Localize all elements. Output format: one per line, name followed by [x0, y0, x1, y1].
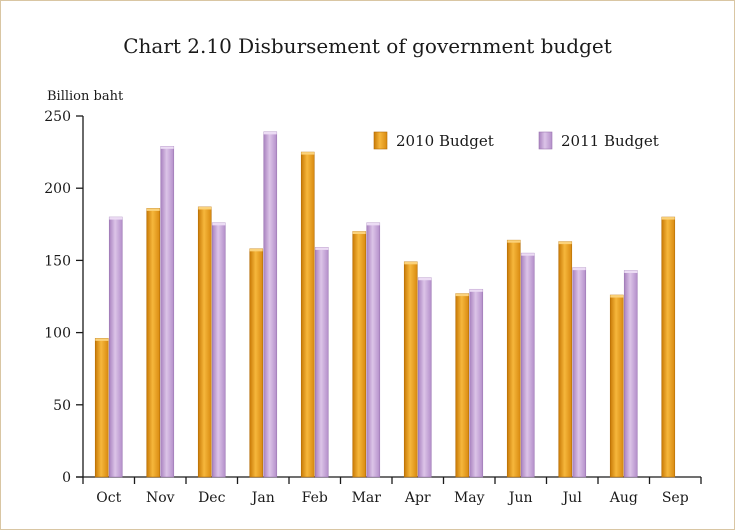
bar-top-highlight: [469, 289, 483, 292]
bar-top-highlight: [624, 270, 638, 274]
legend-label-2: 2011 Budget: [561, 132, 659, 150]
x-tick-label: Jul: [561, 490, 583, 506]
bar-top-highlight: [610, 295, 624, 298]
bar-series-2: [366, 222, 381, 478]
bar-series-2: [108, 216, 123, 478]
bar-top-highlight: [95, 338, 109, 341]
bar-top-highlight: [572, 267, 586, 271]
bar-series-2: [211, 222, 226, 478]
bar-series-1: [249, 248, 264, 478]
x-tick-label: Sep: [662, 490, 689, 506]
bar-top-highlight: [198, 206, 212, 210]
x-tick-label: Nov: [146, 490, 175, 506]
bar-top-highlight: [521, 253, 535, 256]
bar-series-1: [558, 241, 573, 478]
bar-series-2: [314, 247, 329, 478]
bar-series-1: [506, 239, 521, 478]
bar-top-highlight: [109, 217, 123, 220]
bar-series-2: [469, 288, 484, 478]
bar-series-2: [160, 146, 175, 478]
bar-top-highlight: [352, 231, 366, 235]
x-tick-label: Aug: [609, 490, 638, 506]
bar-series-1: [609, 294, 624, 478]
legend-swatch-2: [538, 131, 553, 150]
bar-top-highlight: [455, 293, 469, 297]
bar-top-highlight: [315, 247, 329, 250]
bar-series-2: [572, 267, 587, 478]
bar-series-2: [417, 277, 432, 478]
legend-label-1: 2010 Budget: [396, 132, 494, 150]
bar-top-highlight: [146, 208, 160, 211]
bar-top-highlight: [404, 261, 418, 265]
x-tick-label: Dec: [198, 490, 226, 506]
bar-top-highlight: [366, 222, 380, 226]
bar-series-1: [661, 216, 676, 478]
x-tick-label: Oct: [96, 490, 121, 506]
bar-series-1: [403, 261, 418, 478]
bar-series-1: [146, 208, 161, 478]
bar-series-1: [300, 151, 315, 478]
y-axis-unit-label: Billion baht: [47, 89, 124, 104]
bar-series-2: [520, 252, 535, 478]
x-tick-label: Jun: [507, 490, 533, 506]
bar-series-1: [94, 338, 109, 478]
bar-top-highlight: [661, 217, 675, 220]
legend: 2010 Budget 2011 Budget: [373, 131, 659, 150]
bar-series-2: [263, 131, 278, 478]
chart-title: Chart 2.10 Disbursement of government bu…: [123, 34, 612, 58]
bar-top-highlight: [263, 131, 277, 135]
bar-top-highlight: [212, 222, 226, 226]
x-tick-label: May: [454, 490, 485, 506]
bar-top-highlight: [249, 248, 263, 252]
y-tick-label: 200: [44, 181, 71, 197]
bar-top-highlight: [301, 152, 315, 155]
bar-series-1: [455, 293, 470, 478]
y-tick-label: 50: [53, 398, 71, 414]
x-tick-label: Mar: [352, 490, 382, 506]
bar-top-highlight: [558, 241, 572, 245]
bar-top-highlight: [507, 240, 521, 243]
bar-series-1: [197, 206, 212, 478]
y-tick-label: 250: [44, 109, 71, 125]
bar-series-1: [352, 231, 367, 478]
x-tick-label: Jan: [250, 490, 275, 506]
axes: 0 50 100 150 200 250 Oct Nov Dec Jan Feb Mar Apr May J…: [44, 109, 702, 506]
x-tick-label: Feb: [302, 490, 328, 506]
y-tick-label: 150: [44, 253, 71, 269]
y-tick-label: 100: [44, 326, 71, 342]
legend-swatch-1: [373, 131, 388, 150]
bars: [94, 131, 676, 478]
bar-top-highlight: [160, 146, 174, 149]
x-tick-label: Apr: [404, 490, 431, 506]
bar-series-2: [623, 270, 638, 478]
y-tick-label: 0: [62, 470, 71, 486]
bar-top-highlight: [418, 277, 432, 281]
